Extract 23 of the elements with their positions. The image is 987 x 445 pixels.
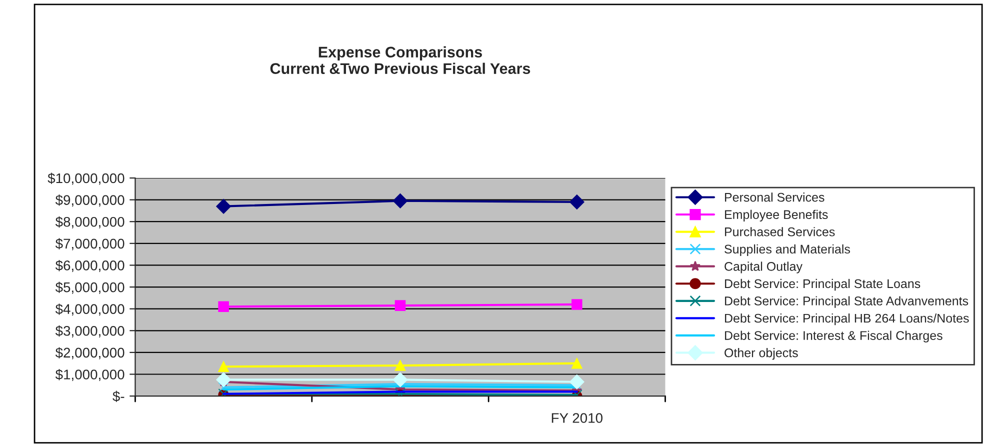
y-tick-label: $5,000,000	[55, 282, 124, 294]
y-tick-label: $3,000,000	[55, 325, 124, 338]
x-tick-label: FY 2010	[552, 413, 602, 423]
legend-label: Debt Service: Interest & Fiscal Charges	[725, 330, 942, 342]
y-tick-label: $7,000,000	[55, 238, 124, 250]
y-tick-label: $1,000,000	[55, 368, 124, 382]
legend-label: Debt Service: Principal HB 264 Loans/Notes	[725, 313, 969, 326]
legend-label: Purchased Services	[725, 227, 835, 236]
legend-label: Other objects	[724, 348, 798, 360]
y-tick-label: $4,000,000	[55, 304, 124, 316]
y-tick-label: $10,000,000	[48, 172, 124, 185]
legend-label: Supplies and Materials	[724, 244, 850, 256]
chart-title: Expense Comparisons Current &Two Previous Fiscal Years	[270, 46, 530, 74]
legend-label: Debt Service: Principal State Advanvements	[725, 296, 968, 308]
legend-label: Employee Benefits	[725, 210, 828, 222]
legend-label: Personal Services	[725, 192, 824, 202]
y-tick-label: $8,000,000	[55, 216, 124, 228]
y-tick-label: $6,000,000	[55, 260, 124, 272]
legend-label: Capital Outlay	[724, 262, 802, 274]
y-tick-label: $2,000,000	[55, 347, 124, 360]
legend-label: Debt Service: Principal State Loans	[725, 278, 920, 291]
y-tick-label: $9,000,000	[55, 194, 124, 207]
y-tick-label: $-	[112, 390, 124, 402]
